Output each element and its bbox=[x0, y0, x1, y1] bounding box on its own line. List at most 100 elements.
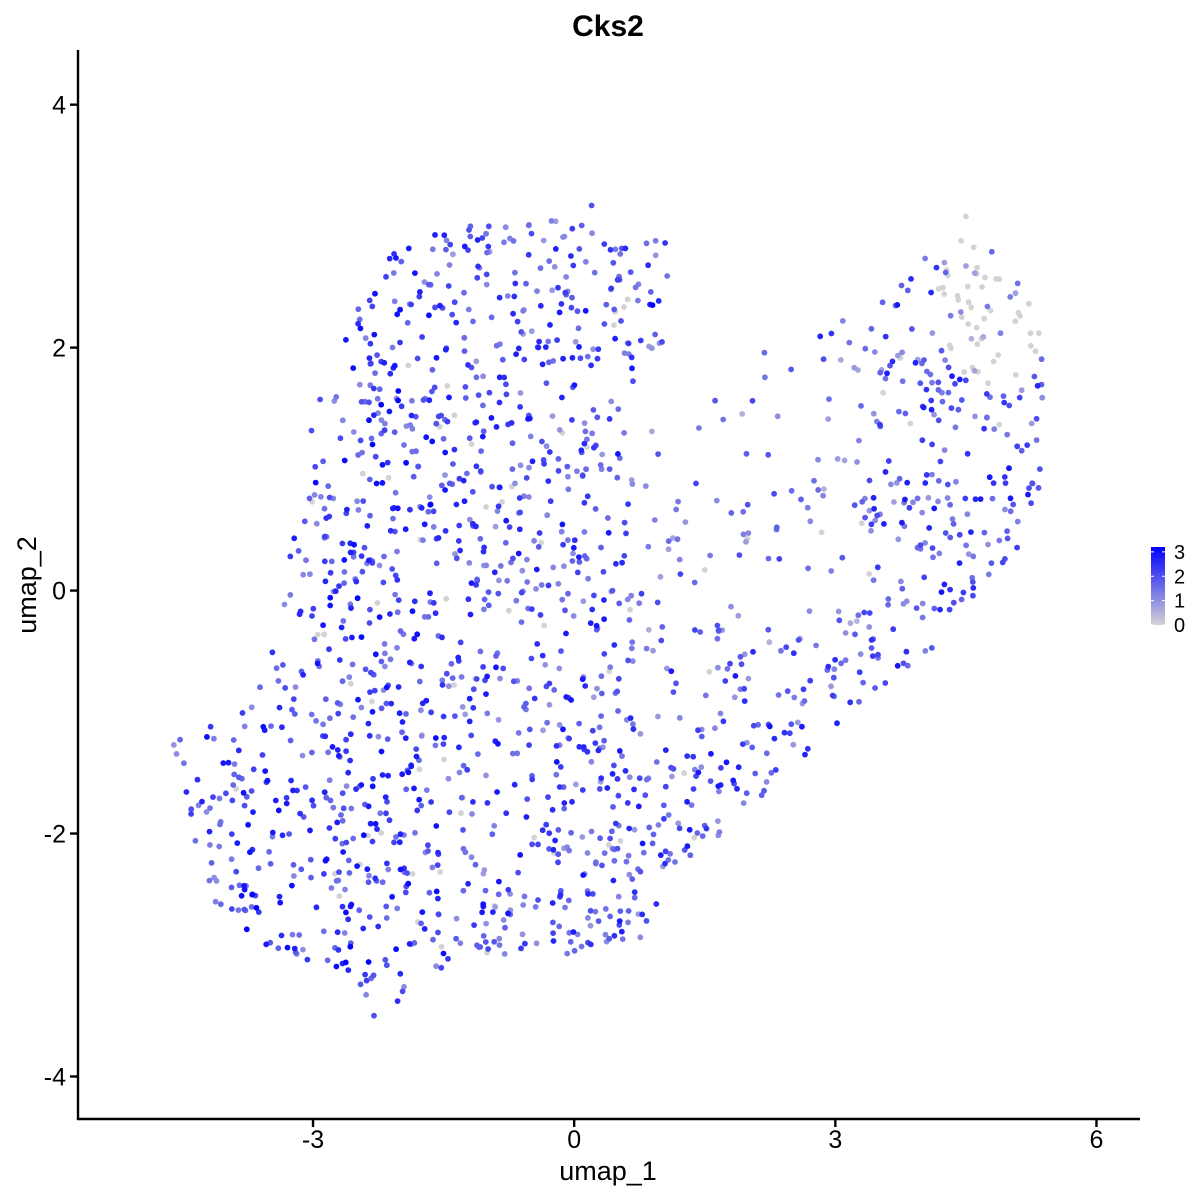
cell-point bbox=[528, 606, 535, 612]
cell-point bbox=[625, 908, 632, 914]
cell-point bbox=[621, 350, 628, 356]
cell-point bbox=[425, 508, 432, 515]
cell-point bbox=[1035, 485, 1042, 491]
cell-point bbox=[368, 435, 375, 442]
cell-point bbox=[615, 708, 621, 714]
cell-point bbox=[800, 686, 807, 693]
cell-point bbox=[241, 886, 248, 893]
cell-point bbox=[440, 713, 447, 720]
cell-point bbox=[612, 246, 619, 253]
cell-point bbox=[560, 726, 566, 733]
cell-point bbox=[1015, 309, 1022, 316]
cell-point bbox=[763, 779, 770, 785]
cell-point bbox=[442, 449, 449, 456]
cell-point bbox=[320, 622, 326, 629]
cell-point bbox=[417, 289, 423, 295]
cell-point bbox=[910, 499, 916, 506]
cell-point bbox=[562, 607, 568, 614]
cell-point bbox=[394, 644, 400, 651]
cell-point bbox=[981, 529, 988, 536]
cell-point bbox=[327, 569, 334, 576]
cell-point bbox=[458, 674, 465, 680]
cell-point bbox=[433, 963, 439, 970]
cell-point bbox=[477, 944, 484, 950]
cell-point bbox=[335, 752, 342, 759]
cell-point bbox=[1039, 394, 1046, 401]
cell-point bbox=[488, 415, 495, 421]
cell-point bbox=[576, 554, 582, 560]
cell-point bbox=[909, 326, 915, 332]
cell-point bbox=[970, 592, 976, 599]
cell-point bbox=[322, 857, 329, 864]
cell-point bbox=[952, 424, 959, 431]
cell-point bbox=[846, 339, 853, 346]
cell-point bbox=[647, 289, 654, 295]
cell-point bbox=[654, 599, 661, 606]
cell-point bbox=[904, 479, 911, 486]
cell-point bbox=[456, 769, 463, 776]
cell-point bbox=[741, 698, 748, 704]
cell-point bbox=[853, 618, 860, 625]
cell-point bbox=[394, 905, 401, 912]
cell-point bbox=[418, 707, 424, 714]
cell-point bbox=[807, 518, 814, 525]
cell-point bbox=[314, 660, 321, 667]
cell-point bbox=[949, 373, 955, 380]
cell-point bbox=[595, 346, 602, 353]
cell-point bbox=[355, 696, 361, 703]
cell-point bbox=[494, 508, 501, 514]
cell-point bbox=[533, 586, 539, 592]
cell-point bbox=[538, 539, 544, 546]
cell-point bbox=[394, 577, 401, 583]
cell-point bbox=[640, 849, 647, 856]
cell-point bbox=[584, 850, 591, 856]
cell-point bbox=[399, 729, 405, 736]
cell-point bbox=[377, 810, 384, 817]
cell-point bbox=[546, 830, 553, 837]
cell-point bbox=[806, 608, 813, 614]
cell-point bbox=[882, 680, 889, 686]
cell-point bbox=[387, 611, 393, 617]
cell-point bbox=[297, 810, 303, 817]
cell-point bbox=[357, 981, 364, 988]
cell-point bbox=[343, 839, 350, 846]
cell-point bbox=[326, 825, 333, 831]
cell-point bbox=[497, 563, 504, 569]
cell-point bbox=[580, 872, 587, 878]
cell-point bbox=[289, 882, 295, 889]
cell-point bbox=[1034, 382, 1041, 389]
cell-point bbox=[805, 565, 811, 572]
cell-point bbox=[269, 829, 276, 836]
cell-point bbox=[502, 224, 509, 231]
cell-point bbox=[720, 718, 727, 725]
cell-point bbox=[546, 846, 552, 852]
cell-point bbox=[364, 523, 371, 529]
cell-point bbox=[589, 606, 596, 613]
cell-point bbox=[347, 757, 353, 764]
cell-point bbox=[496, 935, 503, 942]
cell-point bbox=[512, 269, 518, 276]
cell-point bbox=[524, 556, 530, 563]
cell-point bbox=[469, 488, 476, 495]
cell-point bbox=[611, 857, 618, 864]
cell-point bbox=[384, 860, 390, 867]
cell-point bbox=[589, 891, 596, 897]
cell-point bbox=[904, 287, 911, 294]
cell-point bbox=[395, 397, 401, 404]
cell-point bbox=[410, 473, 417, 480]
cell-point bbox=[393, 255, 399, 261]
cell-point bbox=[545, 794, 551, 800]
cell-point bbox=[485, 223, 492, 230]
cell-point bbox=[465, 362, 471, 368]
cell-point bbox=[358, 398, 365, 405]
cell-point bbox=[415, 463, 421, 470]
cell-point bbox=[607, 246, 614, 253]
cell-point bbox=[480, 901, 487, 907]
cell-point bbox=[621, 552, 628, 559]
cell-point bbox=[250, 809, 256, 815]
cell-point bbox=[781, 729, 788, 736]
cell-point bbox=[652, 237, 659, 244]
cell-point bbox=[365, 803, 372, 810]
cell-point bbox=[378, 401, 385, 408]
